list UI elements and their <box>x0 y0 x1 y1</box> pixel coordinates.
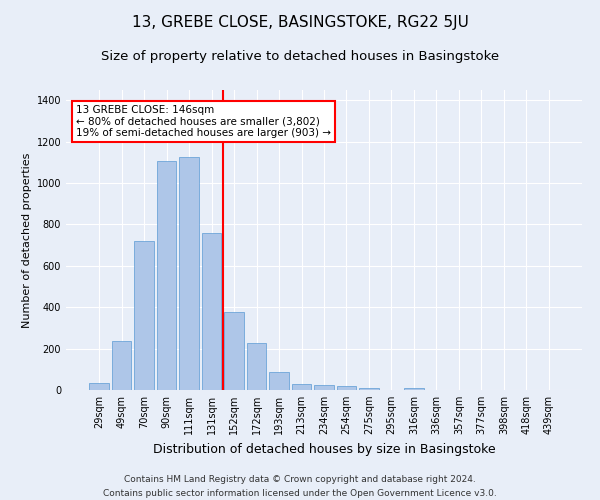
Text: Contains HM Land Registry data © Crown copyright and database right 2024.
Contai: Contains HM Land Registry data © Crown c… <box>103 476 497 498</box>
Bar <box>224 312 244 390</box>
Bar <box>202 233 221 390</box>
Text: Size of property relative to detached houses in Basingstoke: Size of property relative to detached ho… <box>101 50 499 63</box>
Bar <box>134 241 154 390</box>
Y-axis label: Number of detached properties: Number of detached properties <box>22 152 32 328</box>
Bar <box>314 386 334 390</box>
Bar <box>112 341 131 390</box>
Bar <box>247 344 266 390</box>
Bar <box>292 384 311 390</box>
Text: 13, GREBE CLOSE, BASINGSTOKE, RG22 5JU: 13, GREBE CLOSE, BASINGSTOKE, RG22 5JU <box>131 15 469 30</box>
X-axis label: Distribution of detached houses by size in Basingstoke: Distribution of detached houses by size … <box>152 442 496 456</box>
Bar <box>337 386 356 390</box>
Bar <box>404 388 424 390</box>
Text: 13 GREBE CLOSE: 146sqm
← 80% of detached houses are smaller (3,802)
19% of semi-: 13 GREBE CLOSE: 146sqm ← 80% of detached… <box>76 105 331 138</box>
Bar <box>157 162 176 390</box>
Bar <box>89 384 109 390</box>
Bar <box>179 157 199 390</box>
Bar <box>359 388 379 390</box>
Bar <box>269 372 289 390</box>
